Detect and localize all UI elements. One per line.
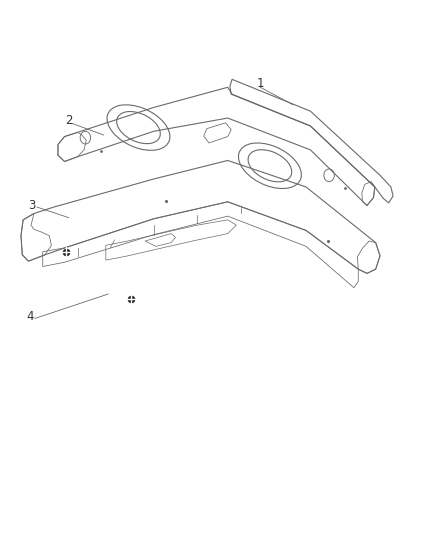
Text: 4: 4 <box>26 310 33 324</box>
Text: 2: 2 <box>65 114 73 127</box>
Text: 3: 3 <box>28 199 35 212</box>
Text: 1: 1 <box>257 77 264 90</box>
